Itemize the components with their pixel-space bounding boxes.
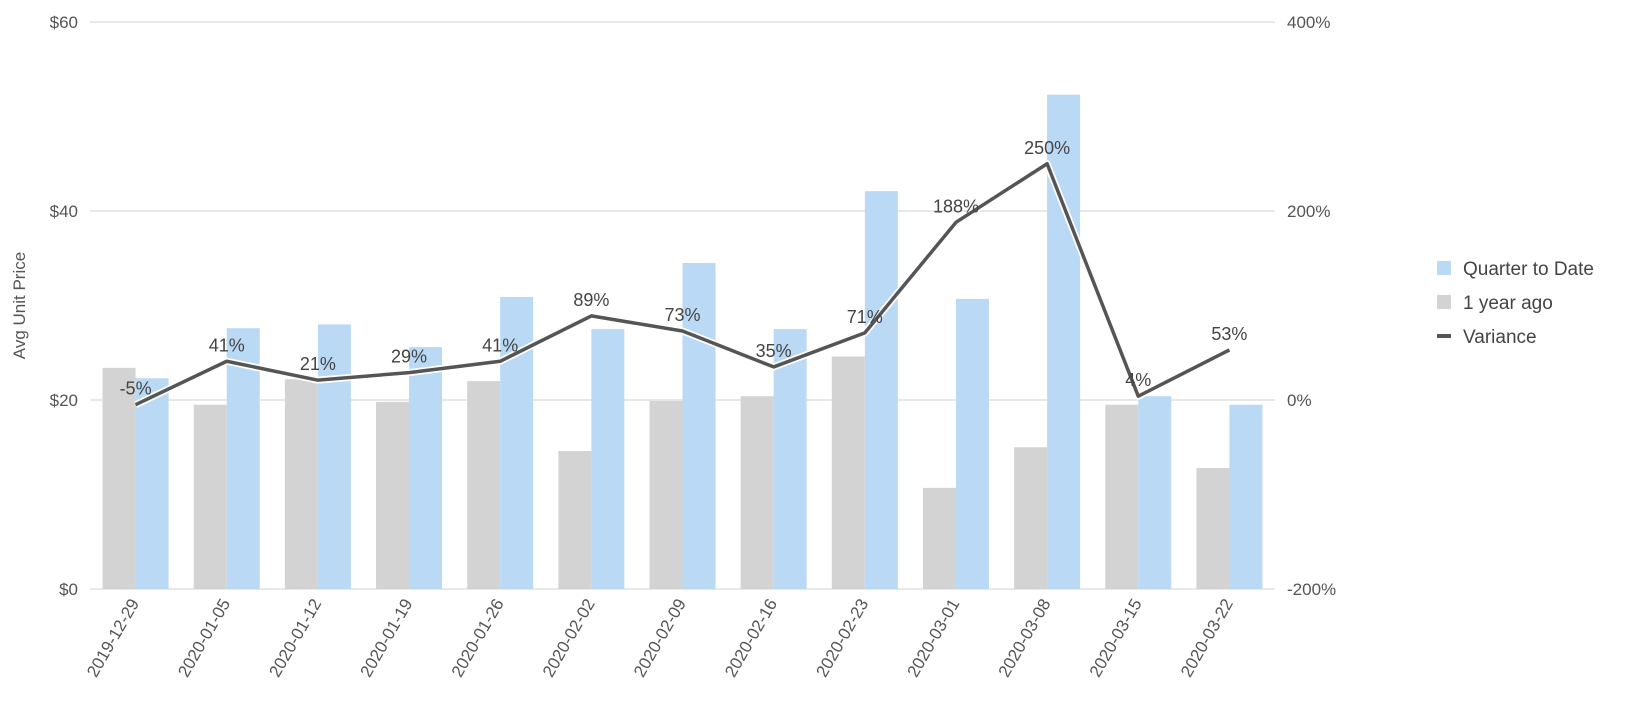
x-tick-label: 2020-01-05	[174, 596, 234, 681]
bar-quarter-to-date[interactable]	[317, 324, 351, 589]
x-tick-label: 2020-02-16	[721, 596, 781, 681]
x-tick-label: 2020-01-19	[357, 596, 417, 681]
bar-quarter-to-date[interactable]	[773, 329, 807, 589]
bar-quarter-to-date[interactable]	[864, 191, 898, 589]
y-tick-label: $60	[50, 13, 78, 32]
bar-quarter-to-date[interactable]	[591, 329, 625, 589]
legend-square-swatch	[1437, 295, 1451, 309]
legend-label: Variance	[1463, 327, 1537, 348]
y2-tick-label: 200%	[1287, 202, 1330, 221]
x-tick-label: 2019-12-29	[83, 596, 143, 681]
bar-quarter-to-date[interactable]	[1229, 404, 1263, 589]
bars	[102, 94, 1263, 589]
variance-data-label: 53%	[1211, 324, 1247, 344]
x-tick-label: 2020-03-08	[995, 596, 1055, 681]
legend-square-swatch	[1437, 261, 1451, 275]
bar-1-year-ago[interactable]	[284, 379, 318, 589]
bar-1-year-ago[interactable]	[467, 381, 501, 589]
legend-item[interactable]: Quarter to Date	[1437, 259, 1594, 280]
variance-data-label: 89%	[573, 290, 609, 310]
x-tick-label: 2020-02-09	[630, 596, 690, 681]
bar-1-year-ago[interactable]	[1105, 404, 1139, 589]
bar-quarter-to-date[interactable]	[1138, 396, 1172, 589]
bar-1-year-ago[interactable]	[193, 404, 227, 589]
variance-data-label: 4%	[1125, 370, 1151, 390]
y-axis-title: Avg Unit Price	[10, 252, 29, 359]
variance-line-group: -5% 41% 21% 29% 41% 89% 73% 35% 71% 188% 250% 4% 53%	[120, 138, 1247, 408]
legend-item[interactable]: 1 year ago	[1437, 293, 1553, 314]
variance-data-label: 29%	[391, 347, 427, 367]
bar-quarter-to-date[interactable]	[135, 378, 169, 589]
bar-1-year-ago[interactable]	[1196, 468, 1230, 589]
variance-data-label: 41%	[209, 335, 245, 355]
x-tick-label: 2020-01-12	[265, 596, 325, 681]
x-tick-label: 2020-03-22	[1177, 596, 1237, 681]
y-tick-label: $0	[59, 580, 78, 599]
variance-line[interactable]	[134, 162, 1231, 407]
bar-quarter-to-date[interactable]	[955, 298, 989, 589]
y-tick-label: $40	[50, 202, 78, 221]
y2-tick-label: 0%	[1287, 391, 1312, 410]
bar-1-year-ago[interactable]	[649, 400, 683, 589]
y-tick-label: $20	[50, 391, 78, 410]
bar-1-year-ago[interactable]	[1014, 447, 1048, 589]
bar-1-year-ago[interactable]	[922, 487, 956, 589]
bar-1-year-ago[interactable]	[740, 396, 774, 589]
bar-quarter-to-date[interactable]	[226, 328, 260, 589]
x-tick-label: 2020-02-23	[812, 596, 872, 681]
bar-1-year-ago[interactable]	[558, 451, 592, 589]
variance-data-label: 188%	[933, 196, 979, 216]
x-tick-label: 2020-03-15	[1086, 596, 1146, 681]
y2-tick-label: 400%	[1287, 13, 1330, 32]
legend-label: 1 year ago	[1463, 293, 1553, 314]
x-tick-label: 2020-02-02	[539, 596, 599, 681]
variance-data-label: 71%	[847, 307, 883, 327]
bar-quarter-to-date[interactable]	[409, 347, 443, 589]
legend[interactable]: Quarter to Date 1 year ago Variance	[1437, 259, 1594, 348]
legend-line-swatch	[1437, 334, 1451, 338]
legend-item[interactable]: Variance	[1437, 327, 1537, 348]
x-tick-label: 2020-01-26	[448, 596, 508, 681]
variance-data-label: 41%	[482, 335, 518, 355]
variance-data-label: 250%	[1024, 138, 1070, 158]
variance-data-label: 35%	[756, 341, 792, 361]
bar-quarter-to-date[interactable]	[682, 262, 716, 589]
bar-1-year-ago[interactable]	[102, 367, 136, 589]
y2-tick-label: -200%	[1287, 580, 1336, 599]
variance-data-label: 21%	[300, 354, 336, 374]
x-tick-label: 2020-03-01	[903, 596, 963, 681]
bar-1-year-ago[interactable]	[376, 401, 410, 589]
variance-data-label: -5%	[120, 379, 152, 399]
variance-data-label: 73%	[664, 305, 700, 325]
legend-label: Quarter to Date	[1463, 259, 1594, 280]
bar-1-year-ago[interactable]	[831, 356, 865, 589]
